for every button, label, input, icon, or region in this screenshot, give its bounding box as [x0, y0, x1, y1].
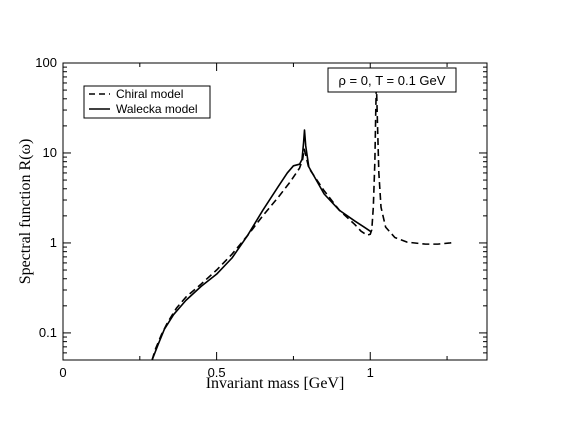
- annotation-box: ρ = 0, T = 0.1 GeV: [327, 67, 457, 93]
- legend: Chiral model Walecka model: [83, 85, 211, 119]
- y-tick-label: 1: [50, 235, 57, 250]
- annotation-text: ρ = 0, T = 0.1 GeV: [339, 73, 446, 88]
- y-tick-label: 10: [43, 145, 57, 160]
- legend-label-walecka: Walecka model: [116, 102, 198, 116]
- x-tick-label: 1: [367, 365, 374, 380]
- series-line-chiral-model: [151, 82, 454, 360]
- y-tick-label: 0.1: [39, 325, 57, 340]
- plot-area: [62, 62, 488, 361]
- x-axis-title: Invariant mass [GeV]: [206, 375, 345, 392]
- x-tick-label: 0: [59, 365, 66, 380]
- y-tick-label: 100: [35, 55, 57, 70]
- axis-ticks: 0 0.5 1 0.1 1 10 100: [35, 55, 487, 380]
- y-axis-title: Spectral function R(ω): [17, 139, 34, 285]
- plot-frame: [62, 62, 488, 361]
- series-line-walecka-model: [151, 129, 372, 360]
- legend-label-chiral: Chiral model: [116, 87, 183, 101]
- x-tick-label: 0.5: [208, 365, 226, 380]
